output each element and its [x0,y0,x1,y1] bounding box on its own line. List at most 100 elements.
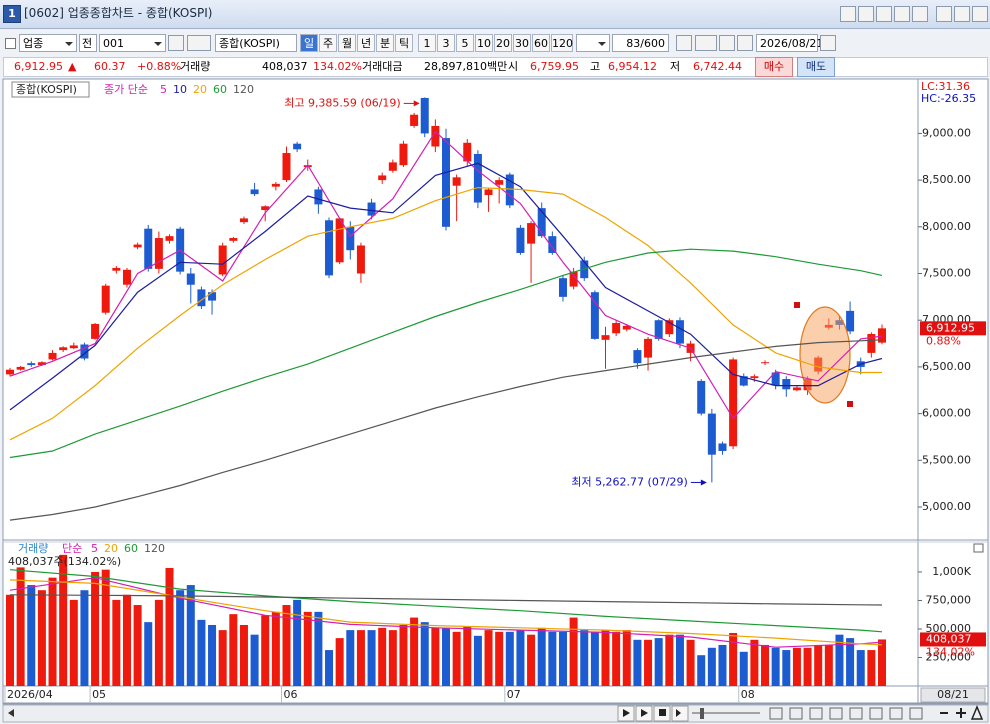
volume-bar [6,594,14,686]
candle-body [239,218,248,223]
volume-bar [261,615,270,686]
maximize-button[interactable] [954,6,970,22]
search-button[interactable] [168,35,184,51]
market-select[interactable]: 업종 [19,34,77,52]
volume-bar [558,631,567,686]
x-tick-label: 07 [507,688,521,701]
tool-icon [889,707,903,720]
volume-bar [792,647,801,686]
volume-bar [846,638,855,686]
scroll-next [641,709,648,717]
sell-button[interactable]: 매도 [797,57,835,77]
volume-bar [739,651,748,686]
candle-body [378,175,387,181]
window-icon[interactable] [894,6,910,22]
interval-button[interactable]: 1 [418,34,436,52]
quote-volume-ratio: 134.02% [313,60,362,73]
interval-group: 1 3 5 10 20 30 60 120 [418,34,574,52]
volume-bar [431,627,440,686]
candle-body [729,359,738,447]
close-button[interactable] [972,6,988,22]
window-icon[interactable] [876,6,892,22]
candle-body [675,320,684,344]
candle-body [197,289,206,307]
checkbox[interactable] [5,38,16,49]
candle-body [654,320,663,339]
last-ratio-label: 134.02% [926,645,975,658]
price-plot [6,97,886,521]
interval-button[interactable]: 3 [437,34,455,52]
interval-select[interactable] [576,34,610,52]
minimize-button[interactable] [936,6,952,22]
window-icon[interactable] [912,6,928,22]
candle-body [48,352,57,360]
buy-button[interactable]: 매수 [755,57,793,77]
window-icon[interactable] [840,6,856,22]
tool-icon[interactable] [719,35,735,51]
period-button[interactable]: 월 [338,34,356,52]
date-field[interactable]: 2026/08/21 [756,34,823,52]
candle-body [69,345,78,349]
calendar-button[interactable] [820,35,836,51]
volume-bar [101,569,110,686]
volume-bar [867,650,876,686]
volume-bar [229,614,238,686]
candle-body [792,387,801,391]
period-button[interactable]: 주 [319,34,337,52]
candle-body [622,325,631,330]
volume-bar [27,585,36,686]
volume-bar [420,622,429,686]
volume-bar [718,644,727,686]
legend-entry: 5 [91,542,98,555]
volume-bar [569,617,578,686]
sound-button[interactable] [187,35,211,51]
volume-bar [346,630,355,686]
candle-body [771,372,780,386]
name-field: 종합(KOSPI) [215,34,297,52]
volume-bar [208,624,217,686]
period-button[interactable]: 일 [300,34,318,52]
candle-body [218,245,227,275]
interval-button[interactable]: 20 [494,34,512,52]
range-button[interactable]: 전 [79,34,97,52]
quote-low: 6,742.44 [693,60,742,73]
candle-body [878,328,886,343]
title-bar [0,0,990,29]
volume-bar [442,627,450,686]
tool-icon [869,707,883,720]
volume-bar [186,585,195,686]
quote-value: 28,897,810백만 [424,60,508,73]
y-tick-label: 5,000.00 [922,500,971,513]
window-icon[interactable] [858,6,874,22]
volume-bar [356,630,365,686]
interval-button[interactable]: 5 [456,34,474,52]
last-volume-label: 408,037 [926,632,972,645]
volume-bar [814,644,823,686]
period-button[interactable]: 년 [357,34,375,52]
candle-body [208,292,217,301]
period-button[interactable]: 틱 [395,34,413,52]
tool-icon [849,707,863,720]
volume-bar [771,647,780,686]
volume-bar [282,605,291,686]
interval-button[interactable]: 60 [532,34,550,52]
tool-icon[interactable] [695,35,717,51]
interval-button[interactable]: 120 [551,34,573,52]
candle-body [484,189,493,196]
volume-bar [335,638,344,686]
y-tick-label: 8,500.00 [922,173,971,186]
volume-bar [729,632,738,686]
interval-button[interactable]: 10 [475,34,493,52]
x-tick-label: 2026/04 [7,688,53,701]
interval-button[interactable]: 30 [513,34,531,52]
settings-icon[interactable] [737,35,753,51]
code-input[interactable]: 001 [99,34,166,52]
count-field[interactable]: 83/600 [612,34,669,52]
panel-button [973,543,984,553]
period-button[interactable]: 분 [376,34,394,52]
moving-average-line [9,579,883,646]
y-tick-label: 5,500.00 [922,453,971,466]
tool-icon[interactable] [676,35,692,51]
highlight-ellipse [799,306,851,404]
